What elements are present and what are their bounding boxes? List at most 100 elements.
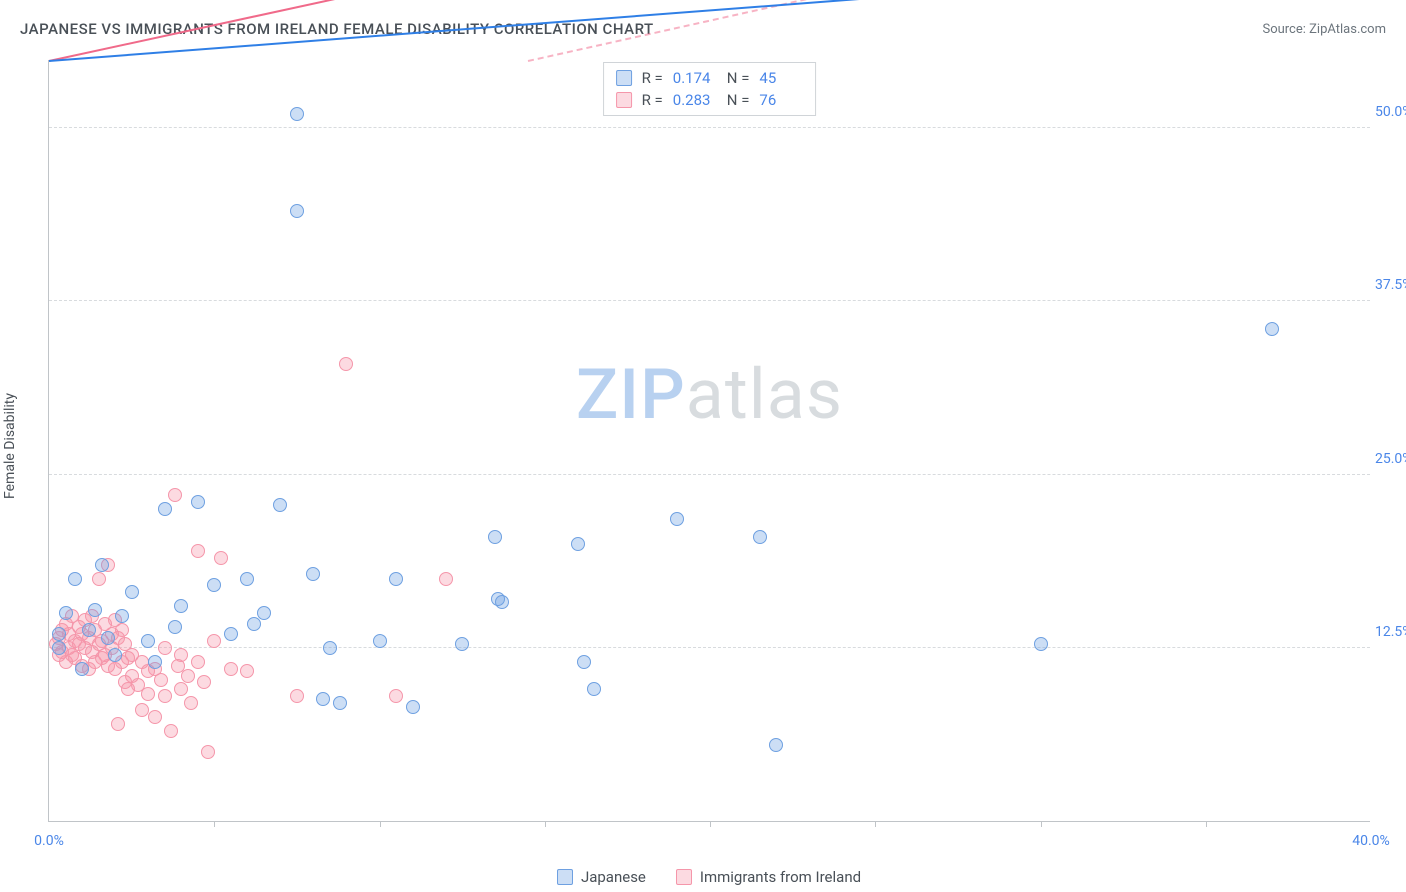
- data-point: [135, 703, 149, 717]
- data-point: [158, 502, 172, 516]
- gridline: [49, 647, 1370, 648]
- y-axis-label: Female Disability: [2, 393, 18, 499]
- data-point: [495, 595, 509, 609]
- data-point: [168, 488, 182, 502]
- data-point: [174, 682, 188, 696]
- data-point: [88, 603, 102, 617]
- data-point: [207, 578, 221, 592]
- data-point: [439, 572, 453, 586]
- data-point: [59, 606, 73, 620]
- data-point: [184, 696, 198, 710]
- data-point: [108, 648, 122, 662]
- data-point: [158, 689, 172, 703]
- data-point: [115, 623, 129, 637]
- data-point: [224, 662, 238, 676]
- data-point: [670, 512, 684, 526]
- legend-label: Immigrants from Ireland: [700, 868, 861, 886]
- data-point: [191, 495, 205, 509]
- x-tick: [1206, 821, 1207, 827]
- data-point: [753, 530, 767, 544]
- data-point: [240, 664, 254, 678]
- data-point: [1034, 637, 1048, 651]
- data-point: [257, 606, 271, 620]
- data-point: [488, 530, 502, 544]
- x-tick: [1041, 821, 1042, 827]
- data-point: [389, 689, 403, 703]
- data-point: [406, 700, 420, 714]
- stats-row: R =0.283N =76: [616, 89, 804, 111]
- gridline: [49, 474, 1370, 475]
- data-point: [101, 631, 115, 645]
- data-point: [323, 641, 337, 655]
- data-point: [52, 641, 66, 655]
- data-point: [141, 634, 155, 648]
- legend-item: Immigrants from Ireland: [676, 868, 861, 886]
- data-point: [92, 572, 106, 586]
- data-point: [115, 609, 129, 623]
- data-point: [201, 745, 215, 759]
- stats-row: R = 0.174 N = 45: [616, 67, 804, 89]
- data-point: [164, 724, 178, 738]
- stat-n-label: N =: [727, 89, 750, 111]
- data-point: [339, 357, 353, 371]
- data-point: [154, 673, 168, 687]
- stat-r-value: 0.174: [673, 67, 717, 89]
- data-point: [197, 675, 211, 689]
- data-point: [333, 696, 347, 710]
- data-point: [273, 498, 287, 512]
- data-point: [95, 558, 109, 572]
- y-tick-label: 50.0%: [1375, 104, 1406, 120]
- data-point: [174, 648, 188, 662]
- legend-label: Japanese: [581, 868, 646, 886]
- stat-n-label: N =: [727, 67, 750, 89]
- stat-n-value: 45: [759, 67, 803, 89]
- data-point: [111, 717, 125, 731]
- data-point: [389, 572, 403, 586]
- watermark: ZIPatlas: [576, 354, 843, 436]
- data-point: [455, 637, 469, 651]
- data-point: [125, 585, 139, 599]
- data-point: [148, 710, 162, 724]
- data-point: [1265, 322, 1279, 336]
- data-point: [75, 662, 89, 676]
- legend-swatch: [676, 869, 692, 885]
- data-point: [240, 572, 254, 586]
- data-point: [148, 655, 162, 669]
- y-tick-label: 37.5%: [1375, 277, 1406, 293]
- data-point: [158, 641, 172, 655]
- legend-swatch: [557, 869, 573, 885]
- data-point: [306, 567, 320, 581]
- x-tick: [710, 821, 711, 827]
- x-tick: [380, 821, 381, 827]
- data-point: [168, 620, 182, 634]
- data-point: [290, 107, 304, 121]
- bottom-legend: Japanese Immigrants from Ireland: [48, 868, 1370, 886]
- legend-swatch: [616, 70, 632, 86]
- x-tick-label: 0.0%: [34, 833, 64, 849]
- data-point: [290, 689, 304, 703]
- data-point: [68, 572, 82, 586]
- x-tick: [214, 821, 215, 827]
- data-point: [52, 627, 66, 641]
- data-point: [214, 551, 228, 565]
- gridline: [49, 127, 1370, 128]
- data-point: [587, 682, 601, 696]
- x-tick: [875, 821, 876, 827]
- stat-r-label: R =: [642, 89, 663, 111]
- data-point: [181, 669, 195, 683]
- data-point: [571, 537, 585, 551]
- data-point: [174, 599, 188, 613]
- x-tick: [545, 821, 546, 827]
- stat-r-label: R =: [642, 67, 663, 89]
- scatter-plot: ZIPatlas R =0.174N =45R =0.283N =76 12.5…: [48, 60, 1370, 822]
- data-point: [373, 634, 387, 648]
- data-point: [141, 687, 155, 701]
- data-point: [207, 634, 221, 648]
- legend-item: Japanese: [557, 868, 646, 886]
- data-point: [224, 627, 238, 641]
- x-tick-label: 40.0%: [1352, 833, 1390, 849]
- data-point: [769, 738, 783, 752]
- data-point: [290, 204, 304, 218]
- data-point: [247, 617, 261, 631]
- stat-n-value: 76: [759, 89, 803, 111]
